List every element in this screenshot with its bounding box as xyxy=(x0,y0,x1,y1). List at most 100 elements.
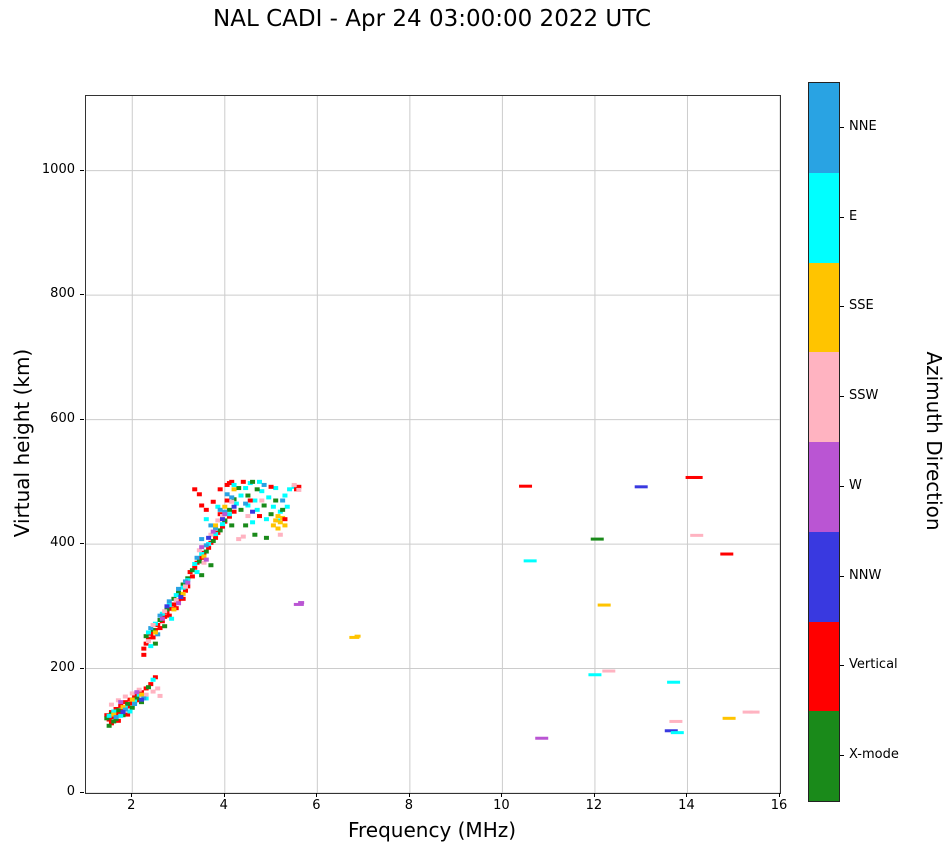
colorbar-tick-mark xyxy=(840,485,844,487)
data-point xyxy=(273,486,279,491)
data-point xyxy=(282,523,288,528)
data-point xyxy=(263,517,269,522)
data-point xyxy=(268,484,274,489)
data-point xyxy=(219,517,225,522)
data-point xyxy=(152,641,158,646)
data-point xyxy=(106,723,112,728)
data-point xyxy=(243,501,249,506)
data-point xyxy=(245,493,251,498)
data-point xyxy=(139,690,145,695)
data-point xyxy=(145,630,151,635)
plot-area xyxy=(85,95,781,794)
data-point xyxy=(111,712,117,717)
y-tick-label: 800 xyxy=(50,286,75,302)
data-point xyxy=(252,498,258,503)
colorbar-segment-w xyxy=(809,442,839,532)
x-tick-label: 2 xyxy=(127,798,136,813)
data-point xyxy=(196,492,202,497)
data-point xyxy=(145,636,151,641)
data-point xyxy=(226,507,232,512)
data-point xyxy=(742,710,753,714)
data-point xyxy=(108,702,114,707)
data-point xyxy=(182,584,188,589)
data-point xyxy=(219,522,225,527)
data-point xyxy=(217,528,223,533)
x-tick-label: 6 xyxy=(312,798,321,813)
data-point xyxy=(254,507,260,512)
x-axis-label: Frequency (MHz) xyxy=(347,818,517,842)
data-point xyxy=(270,504,276,509)
data-point xyxy=(243,486,249,491)
data-point xyxy=(215,504,221,509)
data-point xyxy=(180,591,186,596)
data-point xyxy=(226,514,232,519)
data-point xyxy=(210,499,216,504)
data-point xyxy=(134,696,140,701)
data-point xyxy=(219,524,225,529)
colorbar-tick-mark xyxy=(840,306,844,308)
data-point xyxy=(349,635,360,639)
data-point xyxy=(176,590,182,595)
data-point xyxy=(150,622,156,627)
data-point xyxy=(157,693,163,698)
data-point xyxy=(148,626,154,631)
y-tick-mark xyxy=(80,543,84,545)
data-point xyxy=(104,716,110,721)
data-point xyxy=(231,487,237,492)
data-point xyxy=(203,517,209,522)
data-point xyxy=(217,507,223,512)
data-point xyxy=(280,507,286,512)
y-tick-mark xyxy=(80,667,84,669)
data-point xyxy=(215,518,221,523)
data-point xyxy=(125,712,131,717)
data-point xyxy=(667,680,681,684)
data-point xyxy=(722,716,736,720)
data-point xyxy=(213,535,219,540)
data-point xyxy=(152,675,158,680)
data-point xyxy=(139,692,145,697)
data-point xyxy=(208,532,214,537)
x-tick-label: 12 xyxy=(585,798,603,813)
data-point xyxy=(199,552,205,557)
data-point xyxy=(275,514,281,519)
data-point xyxy=(252,532,258,537)
data-point xyxy=(150,635,156,640)
data-point xyxy=(597,603,611,607)
data-point xyxy=(157,613,163,618)
data-point xyxy=(266,495,272,500)
colorbar-segment-nnw xyxy=(809,531,839,622)
data-point xyxy=(226,481,232,486)
data-point xyxy=(150,677,156,682)
data-point xyxy=(173,598,179,603)
chart-title: NAL CADI - Apr 24 03:00:00 2022 UTC xyxy=(213,6,651,32)
data-point xyxy=(118,713,124,718)
data-point xyxy=(282,517,288,522)
data-point xyxy=(203,543,209,548)
data-point xyxy=(263,535,269,540)
data-point xyxy=(113,715,119,720)
y-tick-mark xyxy=(80,294,84,296)
data-point xyxy=(115,708,121,713)
data-point xyxy=(210,529,216,534)
data-point xyxy=(749,710,760,714)
data-point xyxy=(222,504,228,509)
data-point xyxy=(203,507,209,512)
x-tick-label: 16 xyxy=(770,798,788,813)
data-point xyxy=(523,559,537,563)
data-point xyxy=(132,702,138,707)
data-point xyxy=(145,639,151,644)
data-point xyxy=(254,487,260,492)
y-tick-mark xyxy=(80,418,84,420)
data-point xyxy=(194,555,200,560)
data-point xyxy=(224,492,230,497)
data-point xyxy=(162,624,168,629)
data-point xyxy=(280,498,286,503)
colorbar-segment-nne xyxy=(809,83,839,173)
data-point xyxy=(106,713,112,718)
data-point xyxy=(166,599,172,604)
data-point xyxy=(240,479,246,484)
data-point xyxy=(208,563,214,568)
data-point xyxy=(236,486,242,491)
x-tick-mark xyxy=(686,793,688,797)
data-point xyxy=(685,475,699,479)
